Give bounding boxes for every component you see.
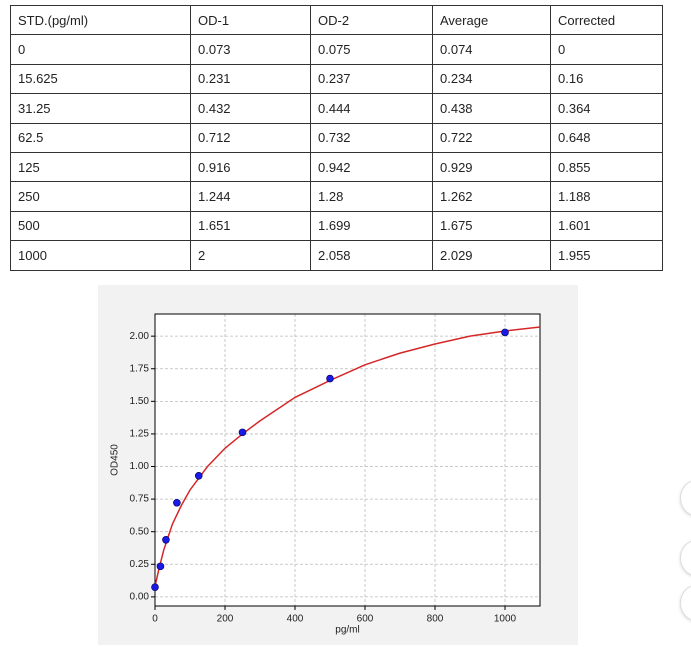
- chart: 0.00 0.25 0.50 0.75 1.00 1.25 1.50 1.75 2.00 0 200…: [110, 313, 541, 636]
- table-cell: 0: [10, 34, 191, 65]
- y-axis-label: OD450: [110, 444, 121, 476]
- y-tick-label: 1.00: [130, 461, 150, 472]
- table-cell: 0.722: [432, 122, 551, 153]
- y-tick-label: 0.50: [130, 526, 150, 537]
- table-cell: 2: [190, 240, 311, 271]
- table-row: 62.5 0.712 0.732 0.722 0.648: [10, 122, 663, 153]
- data-point: [326, 374, 334, 383]
- table-cell: 0.231: [190, 63, 311, 95]
- table-cell: 0.732: [310, 122, 433, 153]
- y-tick-label: 0.00: [130, 592, 150, 603]
- table-cell: 1.28: [310, 181, 433, 212]
- table-cell: 2.029: [432, 240, 551, 271]
- data-point: [501, 328, 509, 337]
- side-button[interactable]: [680, 585, 691, 621]
- table-cell: 0.234: [432, 63, 551, 95]
- table-cell: 0.364: [550, 93, 663, 124]
- table-cell: 1.955: [550, 240, 663, 271]
- table-cell: 0.075: [310, 34, 433, 65]
- data-point: [173, 498, 181, 507]
- y-tick-label: 0.25: [130, 559, 150, 570]
- data-point: [162, 535, 170, 544]
- y-tick-label: 1.75: [130, 363, 150, 374]
- table-row: 1000 2 2.058 2.029 1.955: [10, 240, 663, 271]
- data-point: [238, 428, 247, 437]
- table-row: 500 1.651 1.699 1.675 1.601: [10, 210, 663, 242]
- data-point: [156, 562, 165, 571]
- x-tick-label: 1000: [494, 614, 517, 625]
- table-cell: STD.(pg/ml): [10, 4, 191, 36]
- table-row: 31.25 0.432 0.444 0.438 0.364: [10, 93, 663, 124]
- table-cell: OD-2: [310, 4, 433, 36]
- table-cell: 31.25: [10, 93, 191, 124]
- table-row: 0 0.073 0.075 0.074 0: [10, 34, 663, 65]
- table-cell: 0: [550, 34, 663, 65]
- table-cell: 1.601: [550, 210, 663, 242]
- table-cell: 1.244: [190, 181, 311, 212]
- table-cell: 0.16: [550, 63, 663, 95]
- table-cell: 0.929: [432, 151, 551, 183]
- table-cell: 1.675: [432, 210, 551, 242]
- x-axis-label: pg/ml: [335, 625, 359, 636]
- table-cell: Average: [432, 4, 551, 36]
- table-cell: 1.699: [310, 210, 433, 242]
- y-tick-label: 1.25: [130, 429, 150, 440]
- table-cell: 0.073: [190, 34, 311, 65]
- table-cell: 0.648: [550, 122, 663, 153]
- table-row: 15.625 0.231 0.237 0.234 0.16: [10, 63, 663, 95]
- data-point: [194, 471, 203, 480]
- table-cell: 15.625: [10, 63, 191, 95]
- table-cell: 0.432: [190, 93, 311, 124]
- data-table: STD.(pg/ml) OD-1 OD-2 Average Corrected 0 0.07…: [10, 4, 663, 271]
- table-cell: 0.074: [432, 34, 551, 65]
- table-cell: 1000: [10, 240, 191, 271]
- x-tick-label: 400: [287, 614, 304, 625]
- table-cell: 125: [10, 151, 191, 183]
- table-cell: Corrected: [550, 4, 663, 36]
- y-tick-label: 2.00: [130, 331, 150, 342]
- table-row: 250 1.244 1.28 1.262 1.188: [10, 181, 663, 212]
- table-cell: 0.712: [190, 122, 311, 153]
- table-cell: 0.237: [310, 63, 433, 95]
- table-cell: 250: [10, 181, 191, 212]
- table-cell: 1.262: [432, 181, 551, 212]
- side-button[interactable]: [680, 480, 691, 516]
- table-cell: OD-1: [190, 4, 311, 36]
- table-cell: 0.438: [432, 93, 551, 124]
- table-cell: 1.188: [550, 181, 663, 212]
- table-cell: 2.058: [310, 240, 433, 271]
- y-tick-label: 1.50: [130, 396, 150, 407]
- y-tick-label: 0.75: [130, 494, 150, 505]
- table-row: STD.(pg/ml) OD-1 OD-2 Average Corrected: [10, 4, 663, 36]
- axes-frame: [154, 313, 541, 607]
- table-cell: 0.916: [190, 151, 311, 183]
- data-point: [151, 583, 159, 592]
- chart-panel: 0.00 0.25 0.50 0.75 1.00 1.25 1.50 1.75 2.00 0 200…: [98, 285, 578, 645]
- table-cell: 62.5: [10, 122, 191, 153]
- x-tick-label: 200: [217, 614, 234, 625]
- table-cell: 0.444: [310, 93, 433, 124]
- table-cell: 0.855: [550, 151, 663, 183]
- x-tick-label: 0: [152, 614, 158, 625]
- table-cell: 500: [10, 210, 191, 242]
- table-row: 125 0.916 0.942 0.929 0.855: [10, 151, 663, 183]
- fit-curve: [154, 326, 541, 587]
- x-tick-label: 800: [427, 614, 444, 625]
- x-tick-label: 600: [357, 614, 374, 625]
- table-cell: 1.651: [190, 210, 311, 242]
- plot-area: [155, 314, 540, 606]
- table-cell: 0.942: [310, 151, 433, 183]
- side-button[interactable]: [680, 540, 691, 576]
